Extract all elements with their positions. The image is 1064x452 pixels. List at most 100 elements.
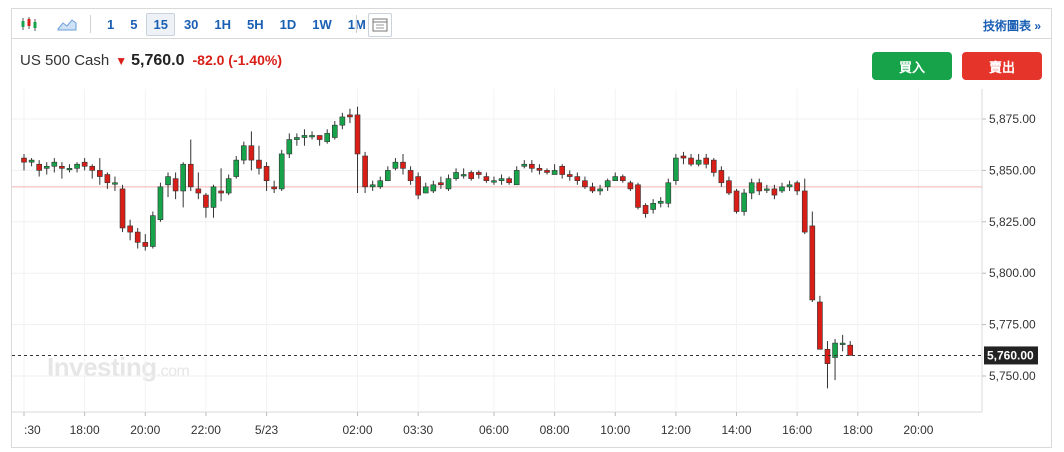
- candle-down[interactable]: [809, 225, 816, 301]
- candle-down[interactable]: [627, 182, 634, 190]
- candle-down[interactable]: [756, 182, 763, 192]
- candle-down[interactable]: [620, 176, 626, 181]
- candle-up[interactable]: [657, 200, 664, 204]
- candle-up[interactable]: [233, 159, 240, 177]
- candle-down[interactable]: [400, 161, 406, 169]
- candle-up[interactable]: [513, 170, 520, 186]
- candle-down[interactable]: [59, 165, 65, 169]
- candle-up[interactable]: [66, 168, 73, 171]
- candle-up[interactable]: [28, 159, 35, 163]
- candle-down[interactable]: [680, 155, 687, 159]
- candle-up[interactable]: [422, 186, 429, 194]
- candle-down[interactable]: [172, 178, 179, 192]
- candle-up[interactable]: [491, 180, 497, 183]
- candle-down[interactable]: [248, 145, 255, 161]
- candle-up[interactable]: [278, 153, 285, 190]
- candle-up[interactable]: [748, 182, 755, 194]
- candle-down[interactable]: [271, 186, 277, 190]
- interval-1[interactable]: 1: [107, 17, 115, 32]
- interval-5[interactable]: 5: [130, 17, 138, 32]
- candle-up[interactable]: [764, 188, 770, 191]
- technical-chart-link[interactable]: 技術圖表 »: [982, 19, 1041, 33]
- candle-up[interactable]: [612, 176, 619, 181]
- candle-down[interactable]: [574, 176, 581, 181]
- interval-1h[interactable]: 1H: [214, 17, 232, 32]
- buy-button[interactable]: 買入: [872, 52, 952, 80]
- candle-down[interactable]: [347, 114, 353, 118]
- candle-up[interactable]: [741, 192, 747, 212]
- candlestick-chart[interactable]: 5,875.00 5,850.00 5,825.00 5,800.00 5,775.00…: [12, 9, 1051, 447]
- candle-up[interactable]: [339, 116, 346, 126]
- candle-down[interactable]: [203, 194, 209, 208]
- candle-up[interactable]: [597, 188, 603, 192]
- candle-down[interactable]: [544, 170, 550, 173]
- candle-up[interactable]: [498, 178, 505, 181]
- candle-down[interactable]: [263, 165, 270, 181]
- candle-down[interactable]: [794, 182, 800, 192]
- candle-down[interactable]: [89, 165, 96, 171]
- candle-down[interactable]: [824, 348, 831, 364]
- candle-down[interactable]: [566, 174, 573, 177]
- interval-1w[interactable]: 1W: [312, 17, 332, 32]
- candle-up[interactable]: [165, 176, 171, 186]
- candle-down[interactable]: [187, 163, 194, 188]
- candlestick-chart-icon[interactable]: [18, 13, 40, 35]
- candle-up[interactable]: [150, 215, 156, 247]
- candle-up[interactable]: [301, 135, 308, 138]
- candle-down[interactable]: [316, 135, 323, 140]
- area-chart-icon[interactable]: [56, 13, 78, 35]
- candle-up[interactable]: [112, 182, 118, 185]
- candle-down[interactable]: [771, 188, 778, 196]
- candle-down[interactable]: [688, 157, 694, 165]
- candle-up[interactable]: [392, 161, 399, 169]
- candle-up[interactable]: [43, 165, 50, 169]
- candle-down[interactable]: [582, 180, 588, 188]
- candle-up[interactable]: [786, 184, 793, 188]
- candle-down[interactable]: [801, 190, 808, 233]
- candle-down[interactable]: [718, 170, 725, 184]
- candle-down[interactable]: [529, 163, 535, 169]
- candle-up[interactable]: [673, 157, 679, 181]
- candle-down[interactable]: [642, 205, 649, 214]
- candle-down[interactable]: [256, 159, 262, 169]
- candle-up[interactable]: [331, 124, 338, 138]
- candle-up[interactable]: [286, 139, 293, 155]
- candle-down[interactable]: [733, 190, 740, 212]
- candle-down[interactable]: [483, 176, 490, 181]
- candle-down[interactable]: [142, 242, 149, 247]
- candle-down[interactable]: [119, 188, 126, 229]
- candle-down[interactable]: [218, 190, 224, 194]
- candle-down[interactable]: [438, 182, 444, 186]
- candle-down[interactable]: [703, 157, 710, 165]
- candle-down[interactable]: [475, 172, 482, 175]
- candle-up[interactable]: [210, 186, 217, 208]
- candle-up[interactable]: [74, 163, 80, 169]
- candle-up[interactable]: [521, 163, 528, 167]
- candle-up[interactable]: [839, 342, 846, 345]
- candle-down[interactable]: [415, 176, 421, 196]
- candle-up[interactable]: [551, 170, 558, 175]
- interval-1d[interactable]: 1D: [279, 17, 297, 32]
- interval-30[interactable]: 30: [183, 17, 199, 32]
- chart-settings-icon[interactable]: [368, 13, 392, 37]
- candle-up[interactable]: [51, 161, 58, 167]
- candle-down[interactable]: [36, 163, 42, 171]
- sell-button[interactable]: 賣出: [962, 52, 1042, 80]
- candle-down[interactable]: [817, 301, 823, 350]
- candle-down[interactable]: [362, 155, 368, 188]
- candle-up[interactable]: [832, 342, 838, 358]
- candle-down[interactable]: [97, 170, 103, 177]
- candle-up[interactable]: [779, 186, 785, 192]
- candle-down[interactable]: [195, 188, 202, 194]
- candle-down[interactable]: [104, 174, 111, 184]
- candle-down[interactable]: [506, 178, 512, 184]
- candle-down[interactable]: [559, 165, 565, 175]
- candle-up[interactable]: [460, 174, 467, 177]
- candle-up[interactable]: [369, 184, 376, 188]
- candle-up[interactable]: [385, 170, 391, 181]
- candle-up[interactable]: [445, 178, 452, 190]
- candle-up[interactable]: [453, 172, 459, 179]
- candle-up[interactable]: [665, 182, 672, 204]
- interval-5h[interactable]: 5H: [247, 17, 264, 32]
- candle-down[interactable]: [81, 161, 88, 167]
